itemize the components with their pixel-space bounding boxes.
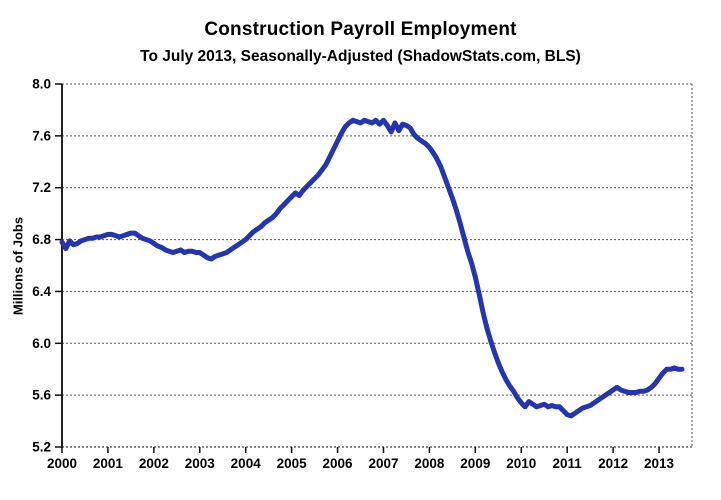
chart-title: Construction Payroll Employment xyxy=(204,19,517,40)
x-tick-label: 2003 xyxy=(185,456,216,471)
y-tick-label: 6.0 xyxy=(32,336,51,351)
y-axis-title: Millions of Jobs xyxy=(10,216,26,316)
x-tick-label: 2012 xyxy=(598,456,628,471)
y-tick-label: 5.6 xyxy=(32,388,51,403)
x-tick-label: 2006 xyxy=(323,456,354,471)
x-tick-label: 2004 xyxy=(231,456,262,471)
y-tick-label: 8.0 xyxy=(32,77,51,92)
x-tick-label: 2013 xyxy=(644,456,675,471)
x-tick-label: 2007 xyxy=(368,456,398,471)
x-tick-label: 2008 xyxy=(414,456,445,471)
y-tick-label: 5.2 xyxy=(32,440,51,455)
x-tick-label: 2000 xyxy=(47,456,77,471)
y-tick-label: 7.6 xyxy=(32,128,51,143)
x-tick-label: 2005 xyxy=(277,456,308,471)
chart-subtitle: To July 2013, Seasonally-Adjusted (Shado… xyxy=(140,48,581,65)
employment-series-line xyxy=(59,117,685,419)
y-tick-label: 6.8 xyxy=(32,232,51,247)
x-tick-label: 2002 xyxy=(139,456,169,471)
y-tick-label: 6.4 xyxy=(32,284,51,299)
x-tick-label: 2001 xyxy=(93,456,124,471)
x-tick-label: 2009 xyxy=(460,456,490,471)
y-tick-label: 7.2 xyxy=(32,180,51,195)
x-tick-label: 2011 xyxy=(553,456,583,471)
x-tick-label: 2010 xyxy=(506,456,536,471)
